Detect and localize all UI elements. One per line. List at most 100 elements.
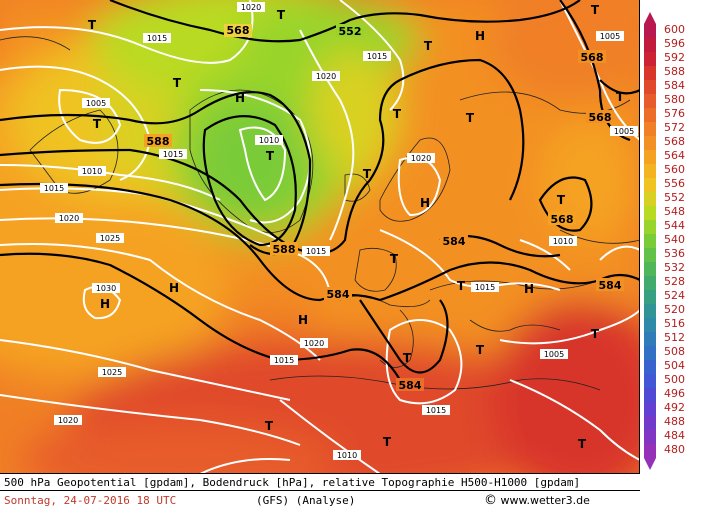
legend-label: 536	[664, 247, 685, 260]
legend-label: 600	[664, 23, 685, 36]
model-info: (GFS) (Analyse)	[256, 494, 356, 507]
legend-item: 504	[644, 359, 704, 374]
legend-item: 528	[644, 275, 704, 290]
svg-text:584: 584	[327, 288, 350, 301]
legend-swatch	[644, 416, 656, 430]
legend-label: 492	[664, 401, 685, 414]
legend-swatch	[644, 150, 656, 164]
isobar-labels: 1020 1015 1010 1005 1010 1015 1020 1025 …	[40, 2, 638, 460]
svg-text:584: 584	[599, 279, 622, 292]
legend-label: 584	[664, 79, 685, 92]
isobar-label: 1015	[40, 183, 68, 193]
legend-swatch	[644, 80, 656, 94]
color-legend: 600 596 592 588 584 580 576 572 568 564 560 556 552 5…	[644, 12, 704, 470]
legend-swatch	[644, 206, 656, 220]
coastlines	[0, 36, 639, 391]
isobar-label: 1010	[255, 135, 283, 145]
svg-text:1005: 1005	[86, 99, 106, 108]
svg-text:1025: 1025	[102, 368, 122, 377]
geopotential-contours	[0, 0, 639, 381]
svg-text:1010: 1010	[337, 451, 357, 460]
low-marker: T	[393, 107, 402, 121]
svg-text:568: 568	[589, 111, 612, 124]
geopotential-label: 552	[336, 24, 364, 38]
svg-text:1015: 1015	[44, 184, 64, 193]
legend-item: 484	[644, 429, 704, 444]
svg-text:1010: 1010	[259, 136, 279, 145]
svg-text:588: 588	[273, 243, 296, 256]
legend-item: 512	[644, 331, 704, 346]
legend-swatch	[644, 122, 656, 136]
legend-label: 560	[664, 163, 685, 176]
legend-item: 592	[644, 51, 704, 66]
legend-item: 588	[644, 65, 704, 80]
geopotential-label: 584	[324, 287, 352, 301]
low-marker: T	[591, 3, 600, 17]
legend-label: 596	[664, 37, 685, 50]
legend-label: 524	[664, 289, 685, 302]
pressure-centers: T T T H T T T T T H T T T H T T T H H H …	[88, 3, 625, 451]
svg-text:1020: 1020	[59, 214, 79, 223]
legend-item: 496	[644, 387, 704, 402]
legend-label: 572	[664, 121, 685, 134]
high-marker: H	[298, 313, 308, 327]
legend-item: 524	[644, 289, 704, 304]
isobar-label: 1015	[422, 405, 450, 415]
legend-item: 600	[644, 23, 704, 38]
map-title: 500 hPa Geopotential [gpdam], Bodendruck…	[4, 476, 581, 489]
high-marker: H	[235, 91, 245, 105]
legend-swatch	[644, 360, 656, 374]
legend-item: 572	[644, 121, 704, 136]
legend-swatch	[644, 248, 656, 262]
svg-text:1015: 1015	[426, 406, 446, 415]
low-marker: T	[88, 18, 97, 32]
svg-text:1010: 1010	[82, 167, 102, 176]
legend-label: 484	[664, 429, 685, 442]
svg-text:1010: 1010	[553, 237, 573, 246]
isobar-label: 1020	[237, 2, 265, 12]
low-marker: T	[265, 419, 274, 433]
geopotential-label: 584	[440, 234, 468, 248]
legend-swatch	[644, 304, 656, 318]
isobar-label: 1025	[98, 367, 126, 377]
legend-swatch	[644, 374, 656, 388]
isobar-label: 1005	[82, 98, 110, 108]
high-marker: H	[100, 297, 110, 311]
map-datetime: Sonntag, 24-07-2016 18 UTC	[4, 494, 177, 507]
svg-text:1030: 1030	[96, 284, 116, 293]
source-url[interactable]: www.wetter3.de	[500, 494, 590, 507]
isobar-label: 1025	[96, 233, 124, 243]
low-marker: T	[616, 90, 625, 104]
legend-bottom-arrow	[644, 458, 656, 470]
svg-text:1015: 1015	[274, 356, 294, 365]
footer-divider	[0, 490, 640, 491]
legend-swatch	[644, 108, 656, 122]
geopotential-label: 588	[270, 242, 298, 256]
legend-label: 548	[664, 205, 685, 218]
legend-label: 552	[664, 191, 685, 204]
legend-item: 548	[644, 205, 704, 220]
isobar-label: 1015	[302, 246, 330, 256]
legend-item: 516	[644, 317, 704, 332]
legend-swatch	[644, 178, 656, 192]
legend-swatch	[644, 444, 656, 458]
weather-map: 1020 1015 1010 1005 1010 1015 1020 1025 …	[0, 0, 640, 474]
svg-text:584: 584	[399, 379, 422, 392]
low-marker: T	[591, 327, 600, 341]
low-marker: T	[578, 437, 587, 451]
geopotential-labels: 568 552 568 568 588 588 584 584 584 584 …	[144, 24, 624, 392]
svg-text:1015: 1015	[475, 283, 495, 292]
legend-item: 536	[644, 247, 704, 262]
geopotential-label: 584	[596, 278, 624, 292]
legend-label: 592	[664, 51, 685, 64]
legend-item: 540	[644, 233, 704, 248]
low-marker: T	[557, 193, 566, 207]
low-marker: T	[390, 252, 399, 266]
legend-label: 516	[664, 317, 685, 330]
svg-text:588: 588	[147, 135, 170, 148]
geopotential-label: 568	[548, 212, 576, 226]
isobar-label: 1005	[540, 349, 568, 359]
legend-swatch	[644, 164, 656, 178]
isobar-label: 1010	[78, 166, 106, 176]
high-marker: H	[524, 282, 534, 296]
